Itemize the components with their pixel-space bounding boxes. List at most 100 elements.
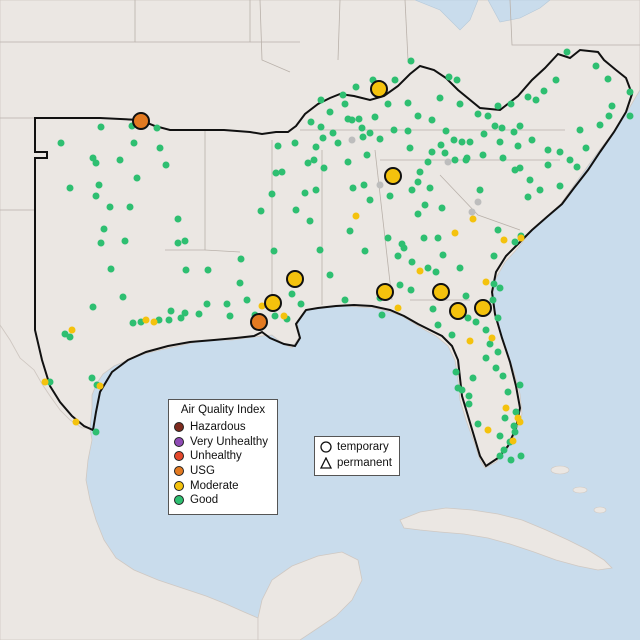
monitor-good[interactable] bbox=[292, 206, 300, 214]
monitor-good[interactable] bbox=[97, 239, 105, 247]
monitor-good[interactable] bbox=[129, 319, 137, 327]
monitor-good[interactable] bbox=[563, 48, 571, 56]
monitor-good[interactable] bbox=[274, 142, 282, 150]
monitor-good[interactable] bbox=[458, 138, 466, 146]
monitor-good[interactable] bbox=[414, 112, 422, 120]
monitor-good[interactable] bbox=[424, 264, 432, 272]
monitor-good[interactable] bbox=[100, 225, 108, 233]
monitor-good[interactable] bbox=[92, 159, 100, 167]
monitor-good[interactable] bbox=[434, 321, 442, 329]
monitor-moderate[interactable] bbox=[466, 337, 474, 345]
monitor-good[interactable] bbox=[566, 156, 574, 164]
monitor-no-data[interactable] bbox=[474, 198, 482, 206]
monitor-good[interactable] bbox=[320, 164, 328, 172]
monitor-good[interactable] bbox=[516, 381, 524, 389]
monitor-good[interactable] bbox=[174, 215, 182, 223]
monitor-good[interactable] bbox=[181, 309, 189, 317]
monitor-good[interactable] bbox=[492, 364, 500, 372]
monitor-good[interactable] bbox=[604, 75, 612, 83]
monitor-good[interactable] bbox=[376, 135, 384, 143]
monitor-good[interactable] bbox=[498, 124, 506, 132]
monitor-good[interactable] bbox=[576, 126, 584, 134]
monitor-good[interactable] bbox=[297, 300, 305, 308]
monitor-good[interactable] bbox=[428, 148, 436, 156]
monitor-good[interactable] bbox=[390, 126, 398, 134]
monitor-good[interactable] bbox=[544, 146, 552, 154]
monitor-good[interactable] bbox=[507, 100, 515, 108]
monitor-good[interactable] bbox=[528, 136, 536, 144]
monitor-good[interactable] bbox=[421, 201, 429, 209]
monitor-good[interactable] bbox=[573, 163, 581, 171]
monitor-good[interactable] bbox=[448, 331, 456, 339]
monitor-good[interactable] bbox=[482, 326, 490, 334]
monitor-good[interactable] bbox=[121, 237, 129, 245]
monitor-good[interactable] bbox=[532, 96, 540, 104]
monitor-good[interactable] bbox=[524, 193, 532, 201]
monitor-good[interactable] bbox=[437, 141, 445, 149]
temporary-monitor-moderate[interactable] bbox=[474, 299, 492, 317]
monitor-good[interactable] bbox=[556, 148, 564, 156]
monitor-good[interactable] bbox=[517, 452, 525, 460]
monitor-good[interactable] bbox=[153, 124, 161, 132]
monitor-good[interactable] bbox=[469, 374, 477, 382]
monitor-good[interactable] bbox=[371, 113, 379, 121]
monitor-good[interactable] bbox=[316, 246, 324, 254]
monitor-good[interactable] bbox=[391, 76, 399, 84]
monitor-good[interactable] bbox=[451, 156, 459, 164]
monitor-good[interactable] bbox=[119, 293, 127, 301]
monitor-good[interactable] bbox=[420, 234, 428, 242]
monitor-good[interactable] bbox=[306, 217, 314, 225]
monitor-good[interactable] bbox=[496, 432, 504, 440]
monitor-good[interactable] bbox=[404, 127, 412, 135]
monitor-good[interactable] bbox=[494, 102, 502, 110]
temporary-monitor-moderate[interactable] bbox=[384, 167, 402, 185]
monitor-good[interactable] bbox=[466, 138, 474, 146]
monitor-good[interactable] bbox=[407, 57, 415, 65]
monitor-good[interactable] bbox=[404, 99, 412, 107]
monitor-good[interactable] bbox=[472, 318, 480, 326]
monitor-good[interactable] bbox=[489, 296, 497, 304]
monitor-good[interactable] bbox=[223, 300, 231, 308]
monitor-good[interactable] bbox=[92, 428, 100, 436]
temporary-monitor-usg[interactable] bbox=[132, 112, 150, 130]
monitor-good[interactable] bbox=[301, 189, 309, 197]
monitor-good[interactable] bbox=[361, 247, 369, 255]
monitor-good[interactable] bbox=[66, 333, 74, 341]
monitor-good[interactable] bbox=[450, 136, 458, 144]
monitor-good[interactable] bbox=[499, 372, 507, 380]
monitor-good[interactable] bbox=[465, 392, 473, 400]
monitor-good[interactable] bbox=[394, 252, 402, 260]
monitor-good[interactable] bbox=[341, 100, 349, 108]
monitor-moderate[interactable] bbox=[96, 382, 104, 390]
monitor-no-data[interactable] bbox=[468, 208, 476, 216]
monitor-good[interactable] bbox=[442, 127, 450, 135]
monitor-good[interactable] bbox=[496, 452, 504, 460]
monitor-good[interactable] bbox=[626, 112, 634, 120]
monitor-moderate[interactable] bbox=[482, 278, 490, 286]
temporary-monitor-moderate[interactable] bbox=[264, 294, 282, 312]
monitor-good[interactable] bbox=[177, 314, 185, 322]
monitor-good[interactable] bbox=[97, 123, 105, 131]
monitor-good[interactable] bbox=[319, 134, 327, 142]
monitor-no-data[interactable] bbox=[444, 158, 452, 166]
monitor-good[interactable] bbox=[436, 94, 444, 102]
monitor-moderate[interactable] bbox=[484, 426, 492, 434]
monitor-good[interactable] bbox=[317, 96, 325, 104]
monitor-good[interactable] bbox=[544, 161, 552, 169]
monitor-good[interactable] bbox=[510, 422, 518, 430]
monitor-good[interactable] bbox=[204, 266, 212, 274]
monitor-good[interactable] bbox=[386, 192, 394, 200]
monitor-good[interactable] bbox=[378, 311, 386, 319]
monitor-good[interactable] bbox=[453, 76, 461, 84]
monitor-good[interactable] bbox=[270, 247, 278, 255]
monitor-no-data[interactable] bbox=[376, 181, 384, 189]
monitor-good[interactable] bbox=[384, 234, 392, 242]
monitor-good[interactable] bbox=[326, 271, 334, 279]
monitor-good[interactable] bbox=[288, 290, 296, 298]
temporary-monitor-usg[interactable] bbox=[250, 313, 268, 331]
monitor-good[interactable] bbox=[494, 348, 502, 356]
monitor-good[interactable] bbox=[352, 83, 360, 91]
monitor-good[interactable] bbox=[360, 181, 368, 189]
monitor-good[interactable] bbox=[291, 139, 299, 147]
